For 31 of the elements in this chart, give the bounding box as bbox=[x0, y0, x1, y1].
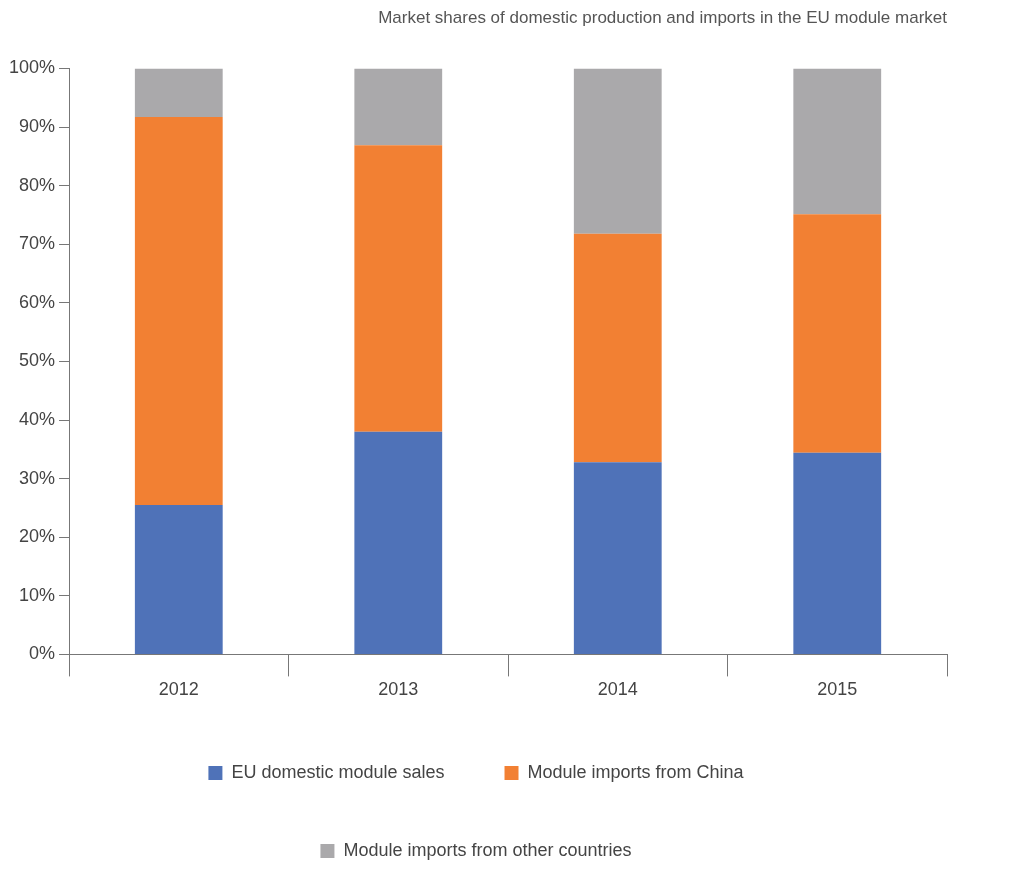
y-tick-label: 100% bbox=[8, 57, 56, 78]
y-tick-label: 70% bbox=[19, 233, 56, 254]
y-tick-label: 90% bbox=[19, 115, 56, 136]
y-tick-label: 30% bbox=[19, 467, 56, 488]
y-tick-label: 60% bbox=[19, 291, 56, 312]
y-tick-label: 40% bbox=[19, 408, 56, 429]
bar bbox=[793, 68, 882, 215]
bar bbox=[573, 462, 662, 654]
x-tick-label: 2013 bbox=[378, 679, 419, 700]
bar bbox=[134, 117, 223, 505]
bar bbox=[354, 68, 443, 146]
y-tick-label: 10% bbox=[19, 584, 56, 605]
legend-label: EU domestic module sales bbox=[231, 761, 445, 782]
x-tick-label: 2012 bbox=[158, 679, 199, 700]
y-tick-label: 20% bbox=[19, 526, 56, 547]
x-tick-label: 2015 bbox=[817, 679, 858, 700]
bar bbox=[573, 68, 662, 234]
y-tick-label: 80% bbox=[19, 174, 56, 195]
y-tick-label: 50% bbox=[19, 350, 56, 371]
bar bbox=[134, 68, 223, 118]
bar bbox=[573, 233, 662, 463]
bar bbox=[793, 452, 882, 654]
chart-title: Market shares of domestic production and imports in the EU module market bbox=[378, 7, 948, 27]
legend-label: Module imports from other countries bbox=[343, 839, 632, 860]
x-tick-label: 2014 bbox=[597, 679, 638, 700]
bar bbox=[793, 214, 882, 453]
bar bbox=[134, 504, 223, 654]
bar bbox=[354, 145, 443, 432]
y-tick-label: 0% bbox=[29, 643, 56, 664]
bar bbox=[354, 431, 443, 654]
legend-label: Module imports from China bbox=[527, 761, 745, 782]
